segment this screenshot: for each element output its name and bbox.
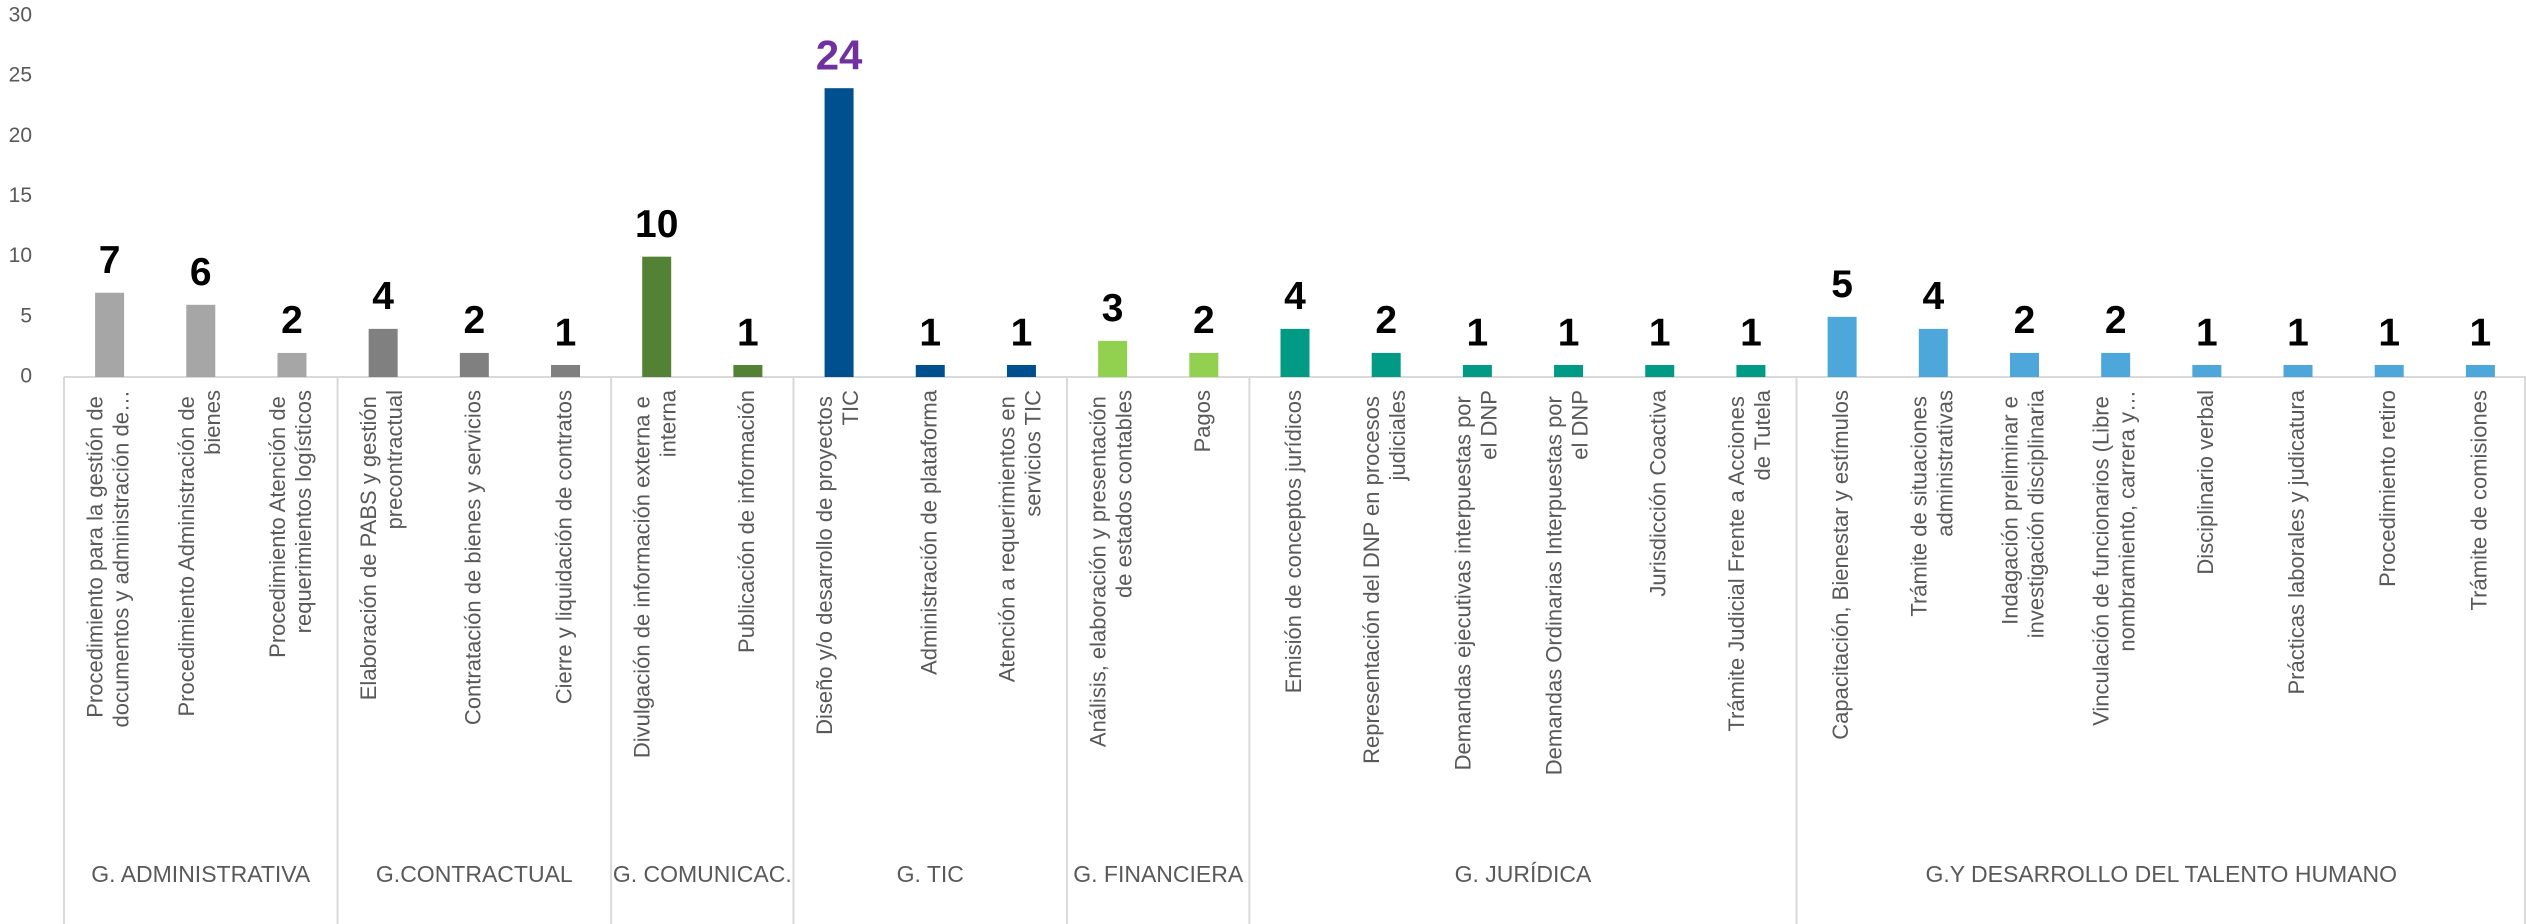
x-tick-label: Disciplinario verbal [2193,390,2218,575]
x-tick-label: Contratación de bienes y servicios [460,390,485,725]
x-tick-label: Procedimiento retiro [2375,390,2400,587]
x-tick-label: Trámite Judicial Frente a Acciones de Tu… [1724,389,1775,731]
value-label: 1 [2287,311,2309,354]
value-label: 4 [372,275,394,318]
value-label: 2 [1193,299,1215,342]
value-label: 1 [2470,311,2492,354]
bar [2101,352,2131,377]
bar [824,88,854,377]
x-tick-label: Atención a requerimientos en servicios T… [994,390,1045,682]
value-label: 10 [635,203,678,246]
value-label: 1 [555,311,577,354]
value-label: 4 [1284,275,1306,318]
group-label: G.Y DESARROLLO DEL TALENTO HUMANO [1925,861,2397,887]
bar [642,256,672,377]
bar [1462,364,1492,377]
value-label: 3 [1102,287,1124,330]
x-tick-label: Demandas Ordinarias Interpuestas por el … [1541,390,1592,775]
value-label: 4 [1922,275,1944,318]
y-tick-label: 5 [20,304,32,327]
x-tick-label: Trámite de situaciones administrativas [1906,390,1957,617]
bar [915,364,945,377]
bar [1371,352,1401,377]
x-tick-label: Representación del DNP en procesos judic… [1359,390,1410,764]
bar [1736,364,1766,377]
value-label: 1 [1649,311,1671,354]
bar [459,352,489,377]
value-label: 1 [919,311,941,354]
x-tick-label: Divulgación de información externa e int… [630,389,681,758]
x-tick-label: Prácticas laborales y judicatura [2284,389,2309,694]
y-tick-label: 15 [9,184,32,207]
x-tick-label: Análisis, elaboración y presentación de … [1085,390,1136,747]
x-tick-label: Jurisdicción Coactiva [1646,389,1671,596]
value-label: 2 [281,299,303,342]
y-tick-label: 0 [20,365,32,388]
group-label: G. ADMINISTRATIVA [91,861,311,887]
bar [1098,340,1128,377]
value-label: 24 [816,31,863,78]
bar [2009,352,2039,377]
y-tick-label: 30 [9,4,32,27]
x-tick-label: Emisión de conceptos jurídicos [1281,390,1306,693]
bar [95,292,125,377]
bar [1554,364,1584,377]
x-tick-label: Procedimiento Atención de requerimientos… [265,390,316,658]
value-label: 5 [1831,263,1853,306]
y-tick-label: 20 [9,124,32,147]
bar [2465,364,2495,377]
bar [1645,364,1675,377]
value-label: 1 [2196,311,2218,354]
x-tick-label: Publicación de información [734,390,759,653]
bar [2374,364,2404,377]
value-label: 1 [1740,311,1762,354]
bar [1827,316,1857,377]
bar [551,364,581,377]
bar [277,352,307,377]
group-label: G. COMUNICAC. [613,861,792,887]
value-label: 1 [1467,311,1489,354]
x-tick-label: Indagación preliminar e investigación di… [1997,389,2048,638]
value-label: 7 [99,239,121,282]
group-label: G. TIC [897,861,964,887]
x-tick-label: Cierre y liquidación de contratos [551,390,576,704]
x-tick-label: Vinculación de funcionarios (Libre nombr… [2088,390,2139,726]
group-label: G.CONTRACTUAL [376,861,573,887]
bar [1918,328,1948,377]
x-tick-label: Procedimiento Administración de bienes [174,390,225,717]
x-tick-label: Diseño y/o desarrollo de proyectos TIC [812,390,863,735]
value-label: 1 [2378,311,2400,354]
value-label: 2 [463,299,485,342]
y-tick-label: 25 [9,64,32,87]
x-tick-label: Elaboración de PABS y gestión precontrac… [356,390,407,700]
bar [733,364,763,377]
y-tick-label: 10 [9,244,32,267]
x-tick-label: Demandas ejecutivas interpuestas por el … [1450,390,1501,770]
value-label: 2 [2014,299,2036,342]
x-tick-label: Trámite de comisiones [2466,390,2491,610]
value-label: 1 [737,311,759,354]
value-label: 6 [190,251,212,294]
bar [368,328,398,377]
x-tick-label: Capacitación, Bienestar y estímulos [1828,390,1853,740]
bar [1006,364,1036,377]
x-tick-label: Pagos [1190,390,1215,452]
value-label: 2 [1375,299,1397,342]
bar [186,304,216,377]
x-tick-label: Procedimiento para la gestión de documen… [82,390,133,728]
x-tick-label: Administración de plataforma [916,389,941,675]
bar [2283,364,2313,377]
bar [2192,364,2222,377]
value-label: 1 [1011,311,1033,354]
value-label: 2 [2105,299,2127,342]
group-label: G. JURÍDICA [1455,861,1592,887]
value-label: 1 [1558,311,1580,354]
bar [1189,352,1219,377]
group-label: G. FINANCIERA [1073,861,1244,887]
bar [1280,328,1310,377]
